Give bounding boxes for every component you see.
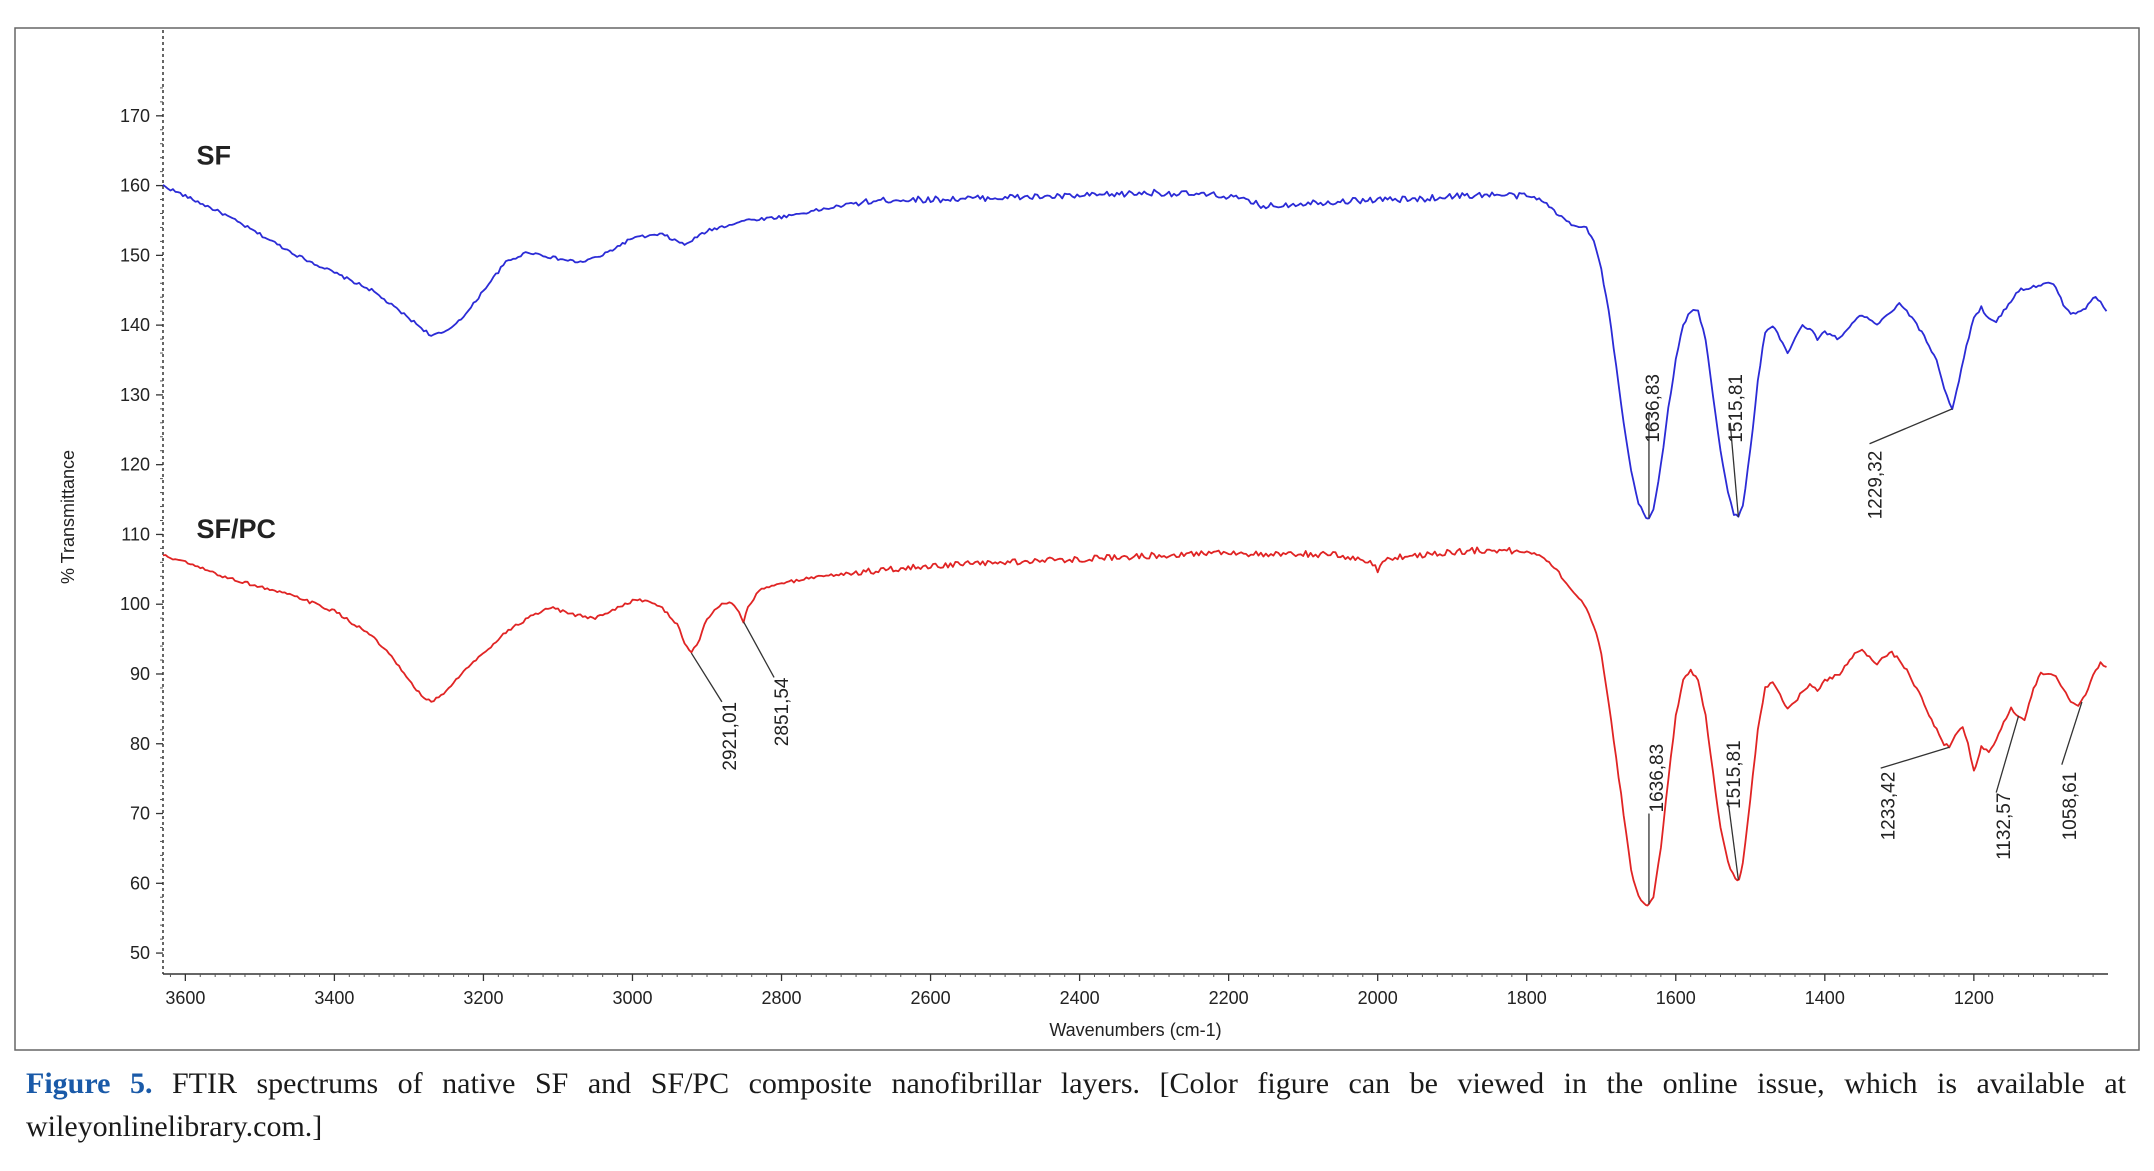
- y-tick-label: 50: [130, 943, 150, 963]
- y-axis-title: % Transmittance: [58, 450, 78, 584]
- x-tick-label: 3400: [314, 988, 354, 1008]
- peak-leader-line: [1880, 746, 1950, 769]
- ftir-chart: 50 60 70 80 90 100 110 120 130 140 150 160 170 3600 34…: [14, 27, 2140, 1051]
- ftir-chart-svg: 50 60 70 80 90 100 110 120 130 140 150 160 170 3600 34…: [14, 27, 2140, 1051]
- peak-leader-line: [2061, 701, 2083, 765]
- series-label-sf-pc: SF/PC: [197, 514, 277, 544]
- peak-leader-line: [1729, 422, 1740, 518]
- peak-label: 1058,61: [2060, 772, 2081, 841]
- peak-label: 1132,57: [1994, 793, 2015, 860]
- y-tick-label: 160: [120, 176, 150, 196]
- peak-leader-line: [1995, 715, 2020, 793]
- peak-leader-line: [1727, 799, 1740, 880]
- y-tick-label: 110: [121, 524, 150, 544]
- y-tick-label: 90: [130, 664, 150, 684]
- y-tick-label: 80: [130, 734, 150, 754]
- peak-label: 1636,83: [1647, 744, 1668, 813]
- x-tick-label: 2000: [1358, 988, 1398, 1008]
- figure-frame: [14, 27, 2140, 1051]
- y-tick-label: 120: [120, 455, 150, 475]
- x-tick-label: 1800: [1507, 988, 1547, 1008]
- figure-label: Figure 5.: [26, 1067, 153, 1100]
- series-label-sf: SF: [197, 141, 232, 171]
- peak-label: 2851,54: [772, 677, 793, 746]
- peak-label: 1229,32: [1866, 451, 1887, 520]
- x-tick-label: 3000: [612, 988, 652, 1008]
- x-tick-label: 1200: [1954, 988, 1994, 1008]
- y-tick-label: 130: [120, 385, 150, 405]
- y-tick-label: 70: [130, 804, 150, 824]
- peak-label: 1515,81: [1724, 740, 1745, 809]
- peak-leader-line: [690, 652, 723, 703]
- peak-label: 2921,01: [720, 702, 741, 771]
- series-line-sf-pc: [162, 546, 2107, 907]
- series-line-sf: [162, 184, 2108, 520]
- x-tick-label: 3600: [165, 988, 205, 1008]
- y-tick-label: 170: [120, 106, 150, 126]
- figure-caption: Figure 5. FTIR spectrums of native SF an…: [26, 1062, 2126, 1148]
- peak-leader-line: [742, 621, 775, 678]
- caption-text: FTIR spectrums of native SF and SF/PC co…: [26, 1067, 2126, 1143]
- y-tick-label: 60: [130, 873, 150, 893]
- x-tick-label: 2800: [762, 988, 802, 1008]
- x-tick-label: 2600: [911, 988, 951, 1008]
- peak-label: 1636,83: [1643, 374, 1664, 443]
- x-tick-label: 1600: [1656, 988, 1696, 1008]
- x-axis-title: Wavenumbers (cm-1): [1049, 1020, 1221, 1040]
- peak-leader-line: [1869, 408, 1953, 445]
- x-tick-label: 2200: [1209, 988, 1249, 1008]
- x-tick-label: 1400: [1805, 988, 1845, 1008]
- peak-label: 1515,81: [1726, 374, 1747, 443]
- x-tick-label: 3200: [463, 988, 503, 1008]
- y-tick-label: 140: [120, 315, 150, 335]
- y-tick-label: 150: [120, 245, 150, 265]
- x-tick-label: 2400: [1060, 988, 1100, 1008]
- y-tick-label: 100: [120, 594, 150, 614]
- peak-label: 1233,42: [1879, 772, 1900, 841]
